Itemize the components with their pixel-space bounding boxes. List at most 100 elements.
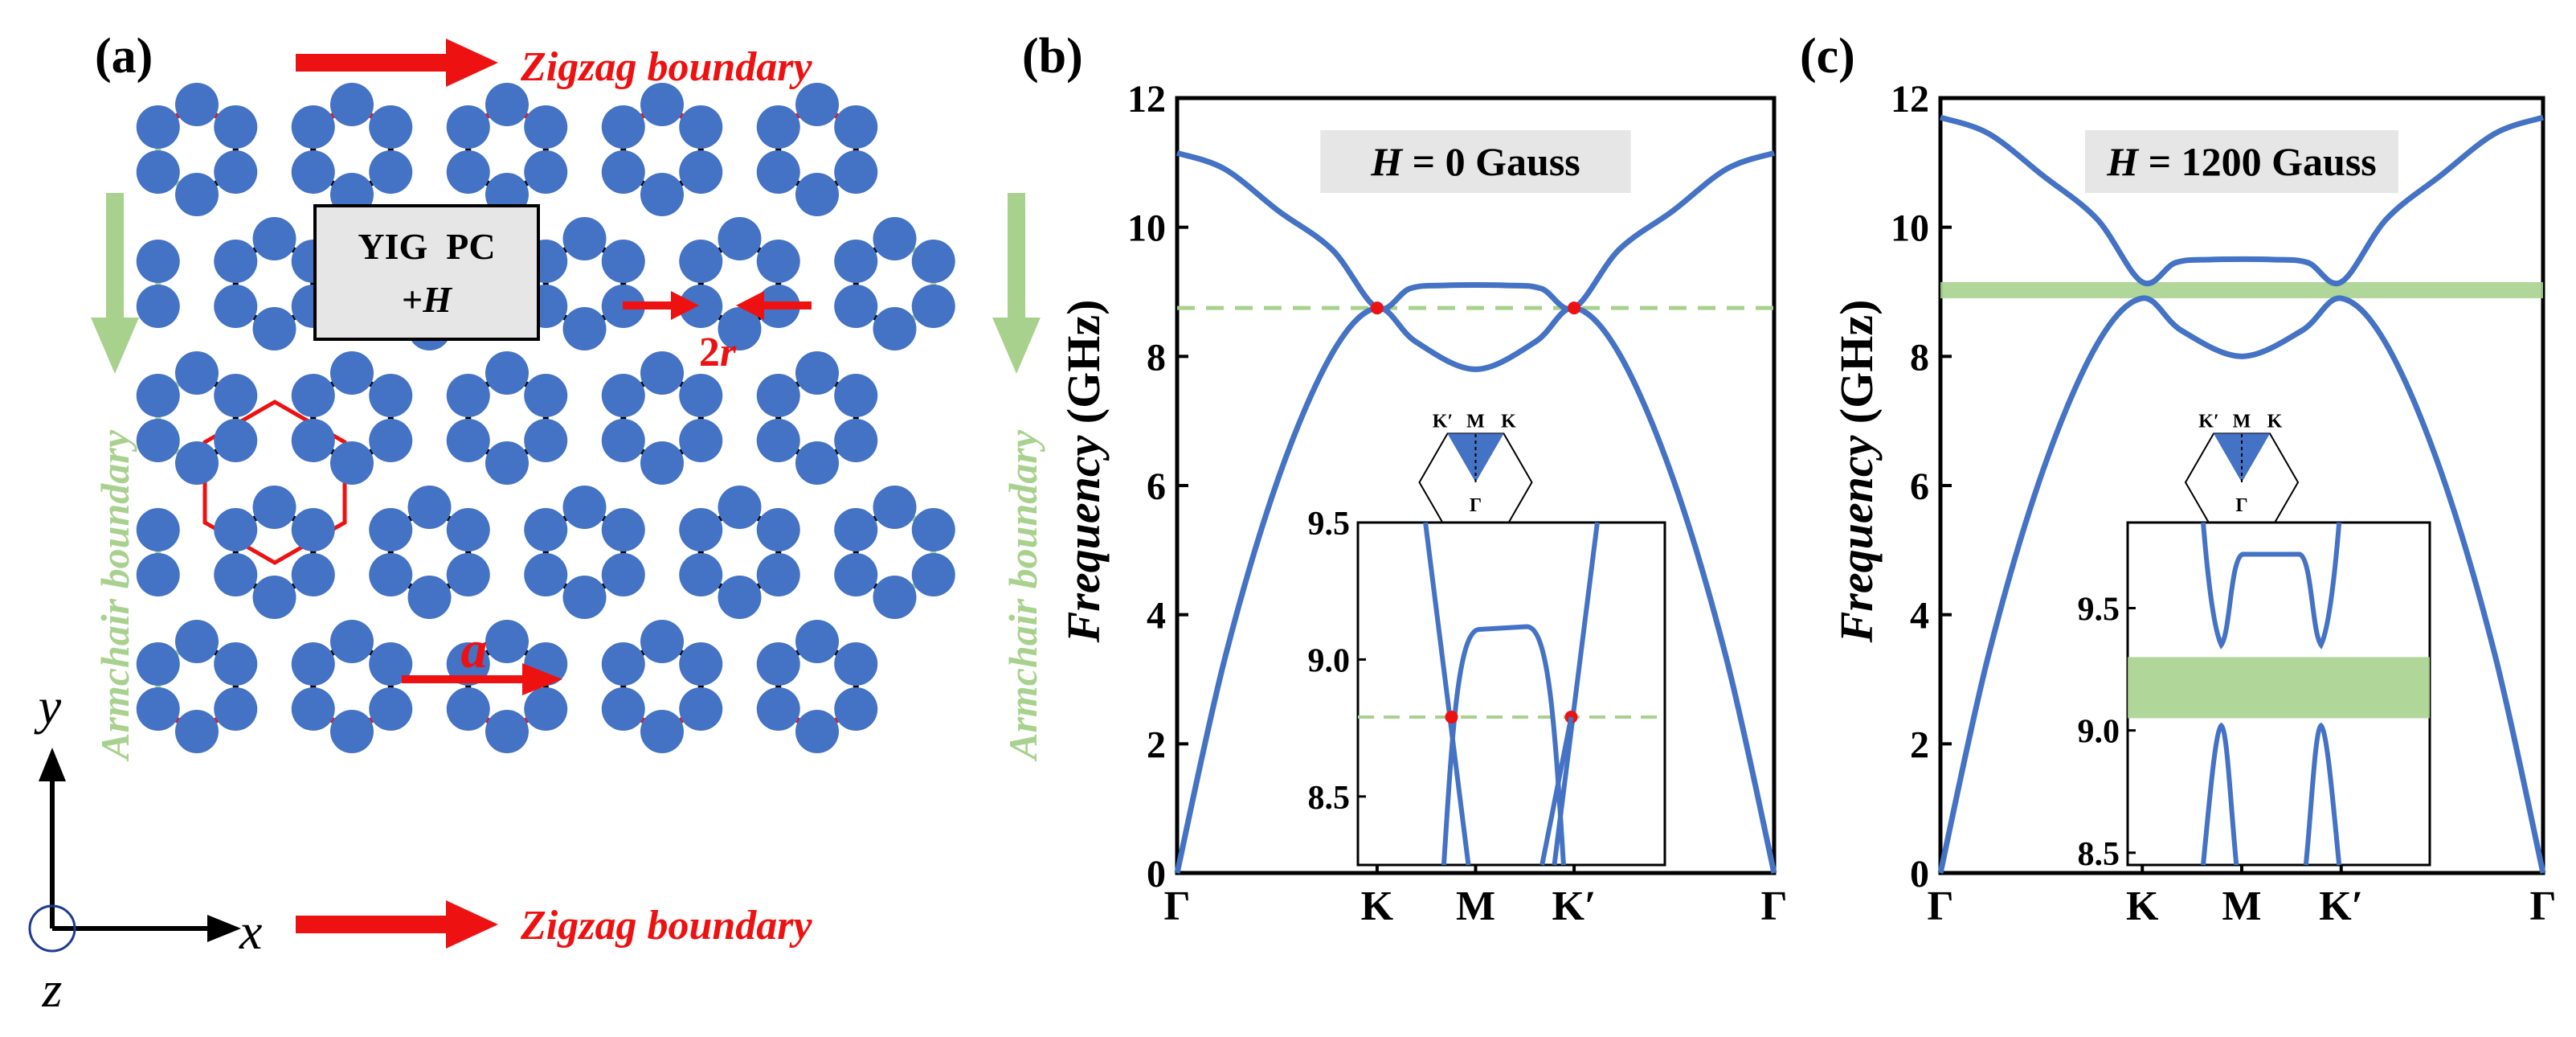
inset-frame xyxy=(1356,521,1666,867)
yig-rod xyxy=(446,150,490,194)
yig-rod xyxy=(485,441,529,485)
yig-rod xyxy=(524,508,568,551)
yig-rod xyxy=(252,307,296,350)
armchair-label-right: Armchair boundary xyxy=(1000,429,1045,762)
bz-kprime-label: K′ xyxy=(1433,411,1453,432)
zigzag-label-top: Zigzag boundary xyxy=(520,44,813,90)
bz-k-label: K xyxy=(1501,411,1516,432)
yig-rod xyxy=(601,374,645,417)
yig-rod xyxy=(214,150,258,194)
yig-rod xyxy=(175,351,219,395)
y-tick-label: 12 xyxy=(1891,78,1929,121)
yig-rod xyxy=(640,441,684,485)
coordinate-axes xyxy=(28,748,241,953)
yig-rod xyxy=(562,576,607,619)
lattice-constant-label: a xyxy=(461,621,488,679)
yig-rod xyxy=(407,486,452,529)
yig-rod xyxy=(446,553,490,596)
inset-bandgap xyxy=(2128,657,2430,719)
yig-rod xyxy=(369,105,413,149)
yig-rod xyxy=(911,285,955,328)
yig-rod xyxy=(834,285,878,328)
bz-kprime-label: K′ xyxy=(2198,411,2218,432)
yig-rod xyxy=(291,642,335,686)
yig-rod xyxy=(291,553,335,596)
y-tick-label: 6 xyxy=(1147,465,1166,508)
yig-rod xyxy=(214,553,258,596)
y-tick-label: 8 xyxy=(1147,336,1166,379)
yig-rod xyxy=(369,687,413,731)
yig-rod xyxy=(330,351,374,395)
bz-k-label: K xyxy=(2267,411,2283,432)
yig-rod xyxy=(214,374,258,417)
yig-rod xyxy=(446,687,490,731)
lattice-vector-arrow xyxy=(402,663,562,695)
x-tick-label: K xyxy=(1361,883,1394,929)
panel-b-ylabel: Frequency (GHz) xyxy=(1057,300,1110,644)
x-tick-label: K xyxy=(2126,883,2159,929)
yig-rod xyxy=(756,687,800,731)
yig-rod xyxy=(175,173,219,216)
yig-rod xyxy=(834,150,878,194)
yig-rod xyxy=(252,486,296,529)
yig-rod xyxy=(446,642,490,686)
yig-rod xyxy=(330,620,374,663)
y-tick-label: 10 xyxy=(1127,207,1166,250)
axis-z-label: z xyxy=(42,961,63,1018)
yig-rod xyxy=(756,150,800,194)
yig-rod xyxy=(640,173,684,216)
inset-y-tick-label: 8.5 xyxy=(1308,780,1351,817)
yig-rod xyxy=(601,687,645,731)
yig-rod xyxy=(524,687,568,731)
yig-rod xyxy=(330,441,374,485)
yig-rod xyxy=(640,710,684,753)
yig-rod xyxy=(214,419,258,462)
yig-rod xyxy=(485,83,529,126)
yig-rod xyxy=(679,105,723,149)
yig-rod xyxy=(756,508,800,551)
yig-rod xyxy=(718,217,762,260)
yig-rod xyxy=(446,508,490,551)
inset-y-tick-label: 9.5 xyxy=(1308,506,1351,543)
yig-rod xyxy=(834,508,878,551)
x-tick-label: K′ xyxy=(1552,883,1597,929)
yig-rod xyxy=(485,351,529,395)
axis-x-label: x xyxy=(239,903,262,960)
y-tick-label: 2 xyxy=(1147,723,1166,766)
yig-rod xyxy=(369,508,413,551)
yig-rod xyxy=(330,710,374,753)
field-label-box xyxy=(2085,130,2398,193)
yig-rod xyxy=(834,374,878,417)
yig-rod xyxy=(369,419,413,462)
bz-m-label: M xyxy=(1466,411,1485,432)
yig-rod xyxy=(446,419,490,462)
yig-rod xyxy=(214,105,258,149)
field-label: H = 0 Gauss xyxy=(1370,139,1580,184)
bz-gamma-label: Γ xyxy=(2235,495,2247,516)
x-tick-label: M xyxy=(2222,883,2261,929)
yig-rod xyxy=(756,105,800,149)
yig-rod xyxy=(214,508,258,551)
yig-rod xyxy=(718,486,762,529)
dirac-point xyxy=(1568,301,1581,315)
zigzag-arrow-bottom xyxy=(296,900,498,949)
upper-band-curve xyxy=(1176,150,1776,312)
yig-rod xyxy=(524,419,568,462)
yig-rod xyxy=(679,285,723,328)
yig-rod xyxy=(679,374,723,417)
yig-rod xyxy=(136,150,180,194)
yig-rod xyxy=(524,374,568,417)
inset-band-line xyxy=(1539,716,1574,866)
inset-band-line xyxy=(1552,522,1600,866)
panel-b-label: (b) xyxy=(1022,29,1083,84)
yig-rod xyxy=(291,687,335,731)
yig-rod xyxy=(601,553,645,596)
zigzag-arrow-top xyxy=(296,39,498,87)
yig-rod xyxy=(446,374,490,417)
yig-rod xyxy=(834,687,878,731)
yig-rod xyxy=(911,240,955,283)
yig-rod xyxy=(834,240,878,283)
